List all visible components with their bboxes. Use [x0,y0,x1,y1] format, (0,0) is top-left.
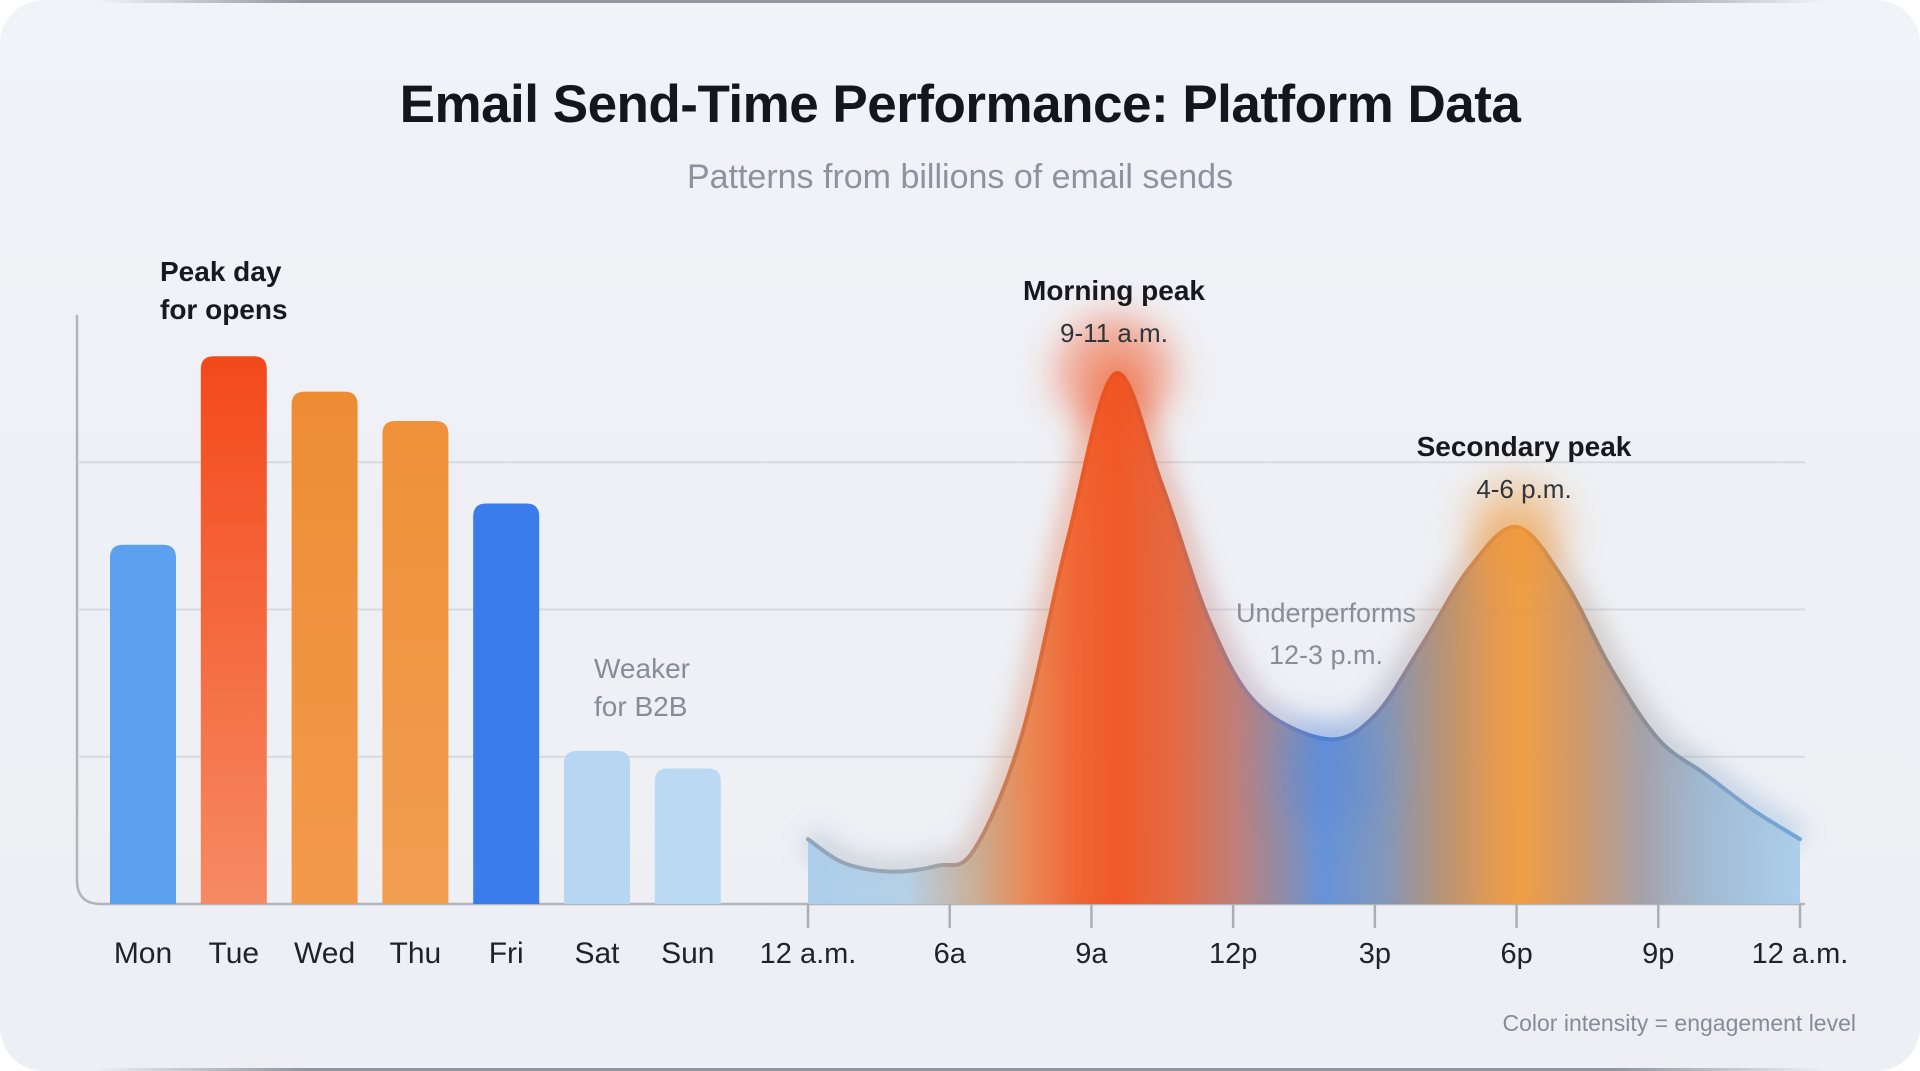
bar-series [110,356,721,905]
annotation-underperforms: Underperforms 12-3 p.m. [1236,594,1416,670]
day-label-sat: Sat [574,937,620,970]
annotation-weaker-b2b: Weaker for B2B [594,650,690,726]
color-legend-note: Color intensity = engagement level [1502,1010,1856,1036]
annotation-underperforms-range: 12-3 p.m. [1268,640,1384,670]
annotation-morning-title: Morning peak [1022,275,1206,306]
day-label-fri: Fri [489,937,524,970]
time-label-0: 12 a.m. [760,938,857,970]
bar-tue [200,356,267,905]
annotation-peak-day: Peak day for opens [160,253,288,329]
annotation-peak-day-line1: Peak day [160,256,282,287]
time-label-3: 12p [1209,938,1257,970]
area-series [800,315,1807,904]
annotation-weaker-line2: for B2B [594,691,688,722]
bar-wed [291,391,358,904]
bar-mon [110,544,176,904]
bar-sat [564,750,630,904]
time-label-5: 6p [1500,938,1532,970]
bar-fri [473,503,540,904]
day-label-mon: Mon [114,937,172,970]
axis-line [75,315,1805,906]
bar-sun [654,768,721,904]
page-subtitle: Patterns from billions of email sends [686,158,1234,196]
time-label-1: 6a [934,938,967,970]
annotation-peak-day-line2: for opens [160,294,288,325]
glow-blob-2 [1272,719,1383,830]
time-label-4: 3p [1359,938,1391,970]
day-label-sun: Sun [661,937,714,970]
time-label-2: 9a [1075,938,1108,970]
annotation-secondary-title: Secondary peak [1416,431,1632,462]
page-title: Email Send-Time Performance: Platform Da… [399,75,1521,134]
area-fill [808,373,1800,904]
annotation-secondary-range: 4-6 p.m. [1476,474,1572,504]
time-label-7: 12 a.m. [1752,938,1849,970]
day-label-wed: Wed [294,937,355,970]
bar-thu [382,421,449,904]
day-label-thu: Thu [390,937,442,970]
annotation-secondary-peak: Secondary peak 4-6 p.m. [1417,428,1632,504]
annotation-underperforms-title: Underperforms [1235,598,1417,628]
annotation-morning-peak: Morning peak 9-11 a.m. [1023,272,1205,348]
axis-labels: Mon Tue Wed Thu Fri Sat Sun 12 a.m. 6a 9a 12p 3p 6p 9… [114,937,1849,970]
annotation-weaker-line1: Weaker [594,653,690,684]
annotation-morning-range: 9-11 a.m. [1060,318,1168,348]
time-ticks [806,904,1802,928]
day-label-tue: Tue [209,937,260,970]
time-label-6: 9p [1642,938,1674,970]
area-stroke [806,371,1802,874]
